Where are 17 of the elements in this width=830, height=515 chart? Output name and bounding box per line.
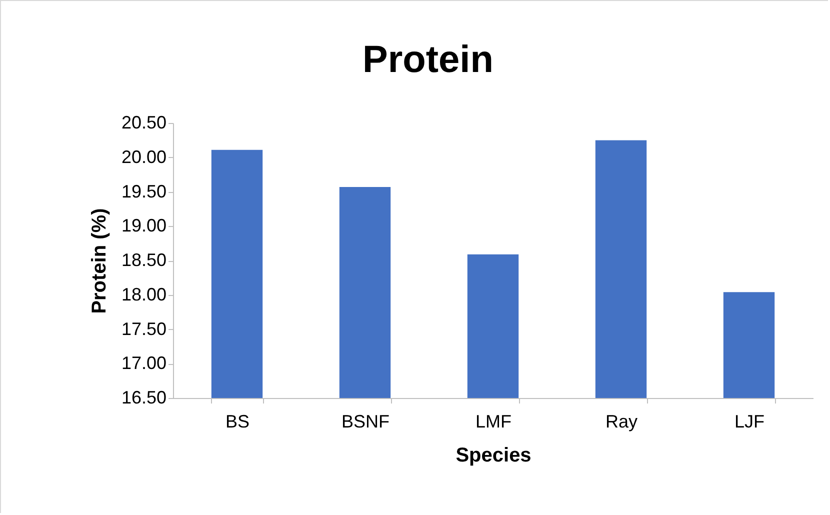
x-tick-label: BS	[225, 412, 250, 432]
x-tick-label: LJF	[734, 412, 765, 432]
y-tick-label: 18.00	[121, 284, 166, 304]
y-tick-label: 17.50	[121, 318, 166, 339]
y-tick-label: 19.00	[121, 216, 166, 236]
y-tick-label: 20.50	[121, 112, 166, 132]
y-tick-label: 20.00	[121, 146, 166, 167]
x-tick-label: Ray	[605, 412, 638, 432]
y-tick-label: 18.50	[121, 250, 166, 270]
x-tick-label: BSNF	[341, 412, 390, 432]
y-tick-label: 17.00	[121, 353, 166, 374]
x-tick-label: LMF	[476, 412, 512, 432]
y-tick-label: 16.50	[121, 388, 166, 408]
y-axis-title: Protein (%)	[88, 208, 110, 314]
chart-title: Protein	[362, 39, 494, 81]
x-axis-title: Species	[456, 444, 532, 466]
y-tick-label: 19.50	[121, 181, 166, 202]
